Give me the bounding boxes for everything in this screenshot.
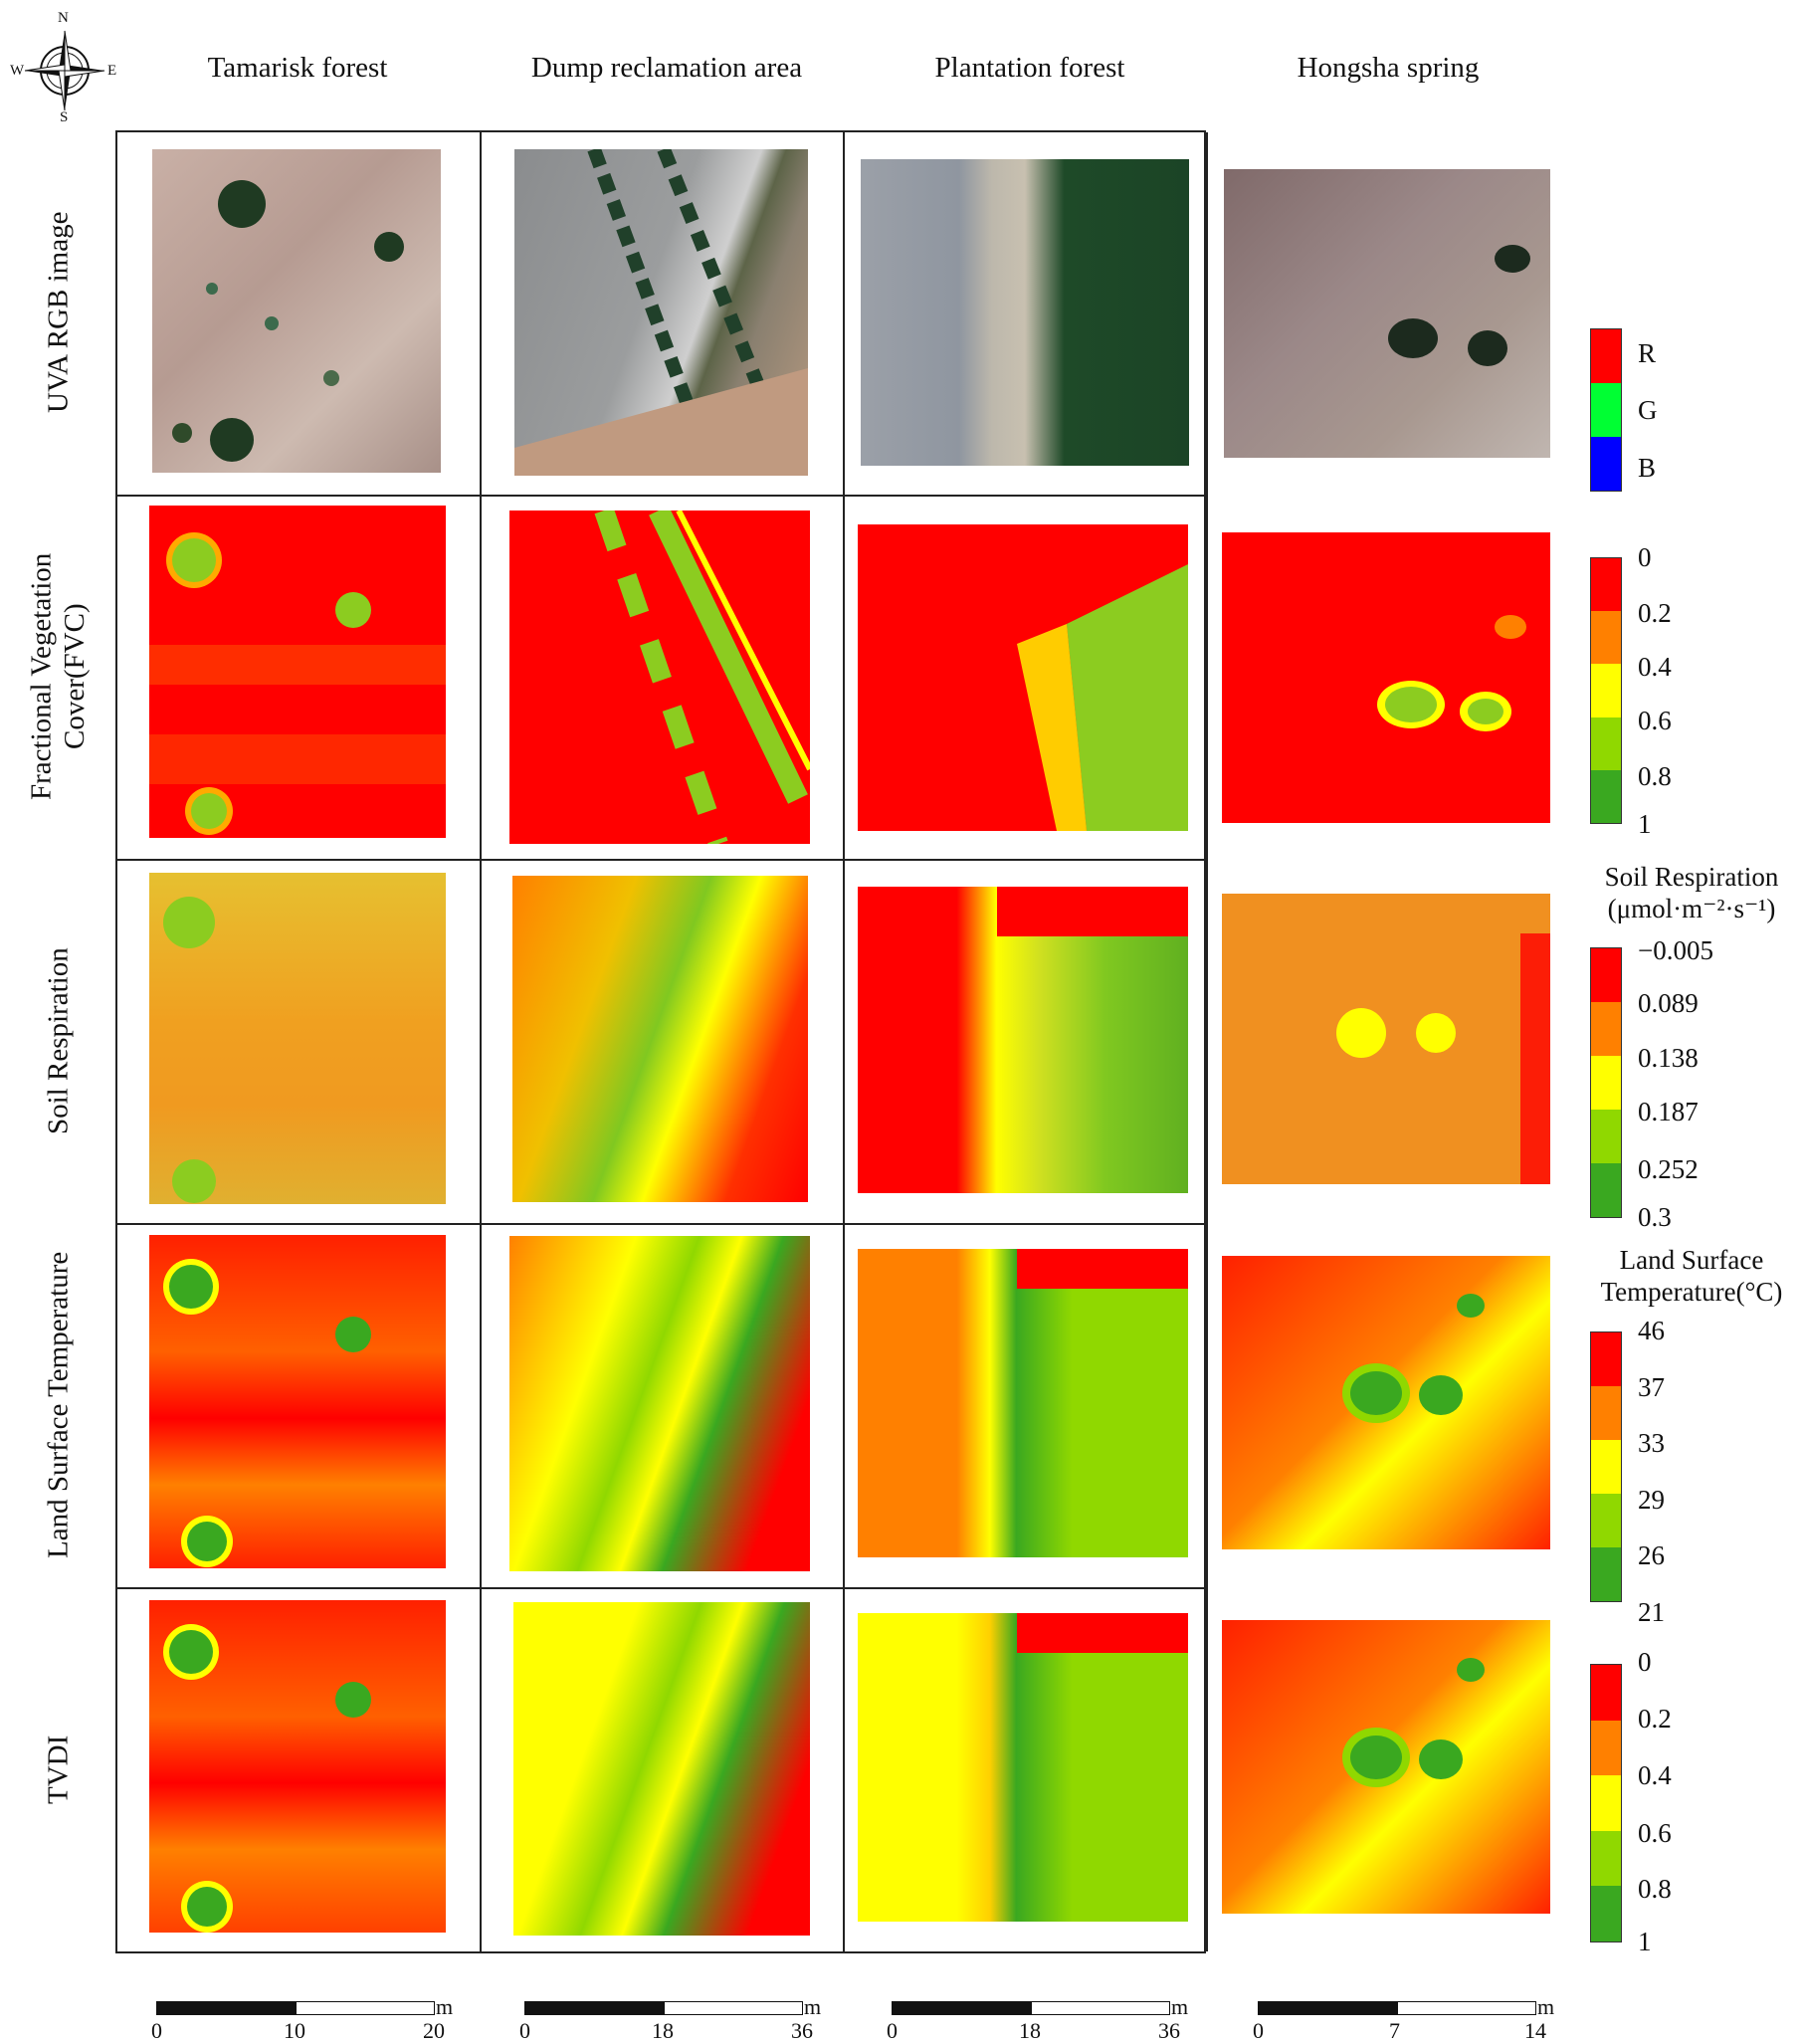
scalebar-plantation-tick-2: 36 xyxy=(1158,2018,1180,2043)
legend-lst-tick-3: 29 xyxy=(1638,1485,1665,1515)
panel-tvdi-hongsha xyxy=(1222,1620,1550,1914)
legend-sr-tick-5: 0.3 xyxy=(1638,1202,1672,1232)
panel-lst-plantation xyxy=(858,1249,1188,1557)
compass-rose: N S E W xyxy=(10,10,119,125)
scalebar-plantation-unit: m xyxy=(1171,1994,1189,2019)
panel-rgb-dump xyxy=(514,149,808,476)
legend-rgb-label-r: R xyxy=(1638,338,1657,368)
panel-sr-dump xyxy=(512,876,808,1202)
scalebar-tamarisk-tick-1: 10 xyxy=(284,2018,305,2043)
legend-tvdi-tick-1: 0.2 xyxy=(1638,1704,1672,1734)
compass-rose-icon xyxy=(24,30,105,111)
panel-fvc-dump xyxy=(509,511,810,844)
legend-sr-tick-1: 0.089 xyxy=(1638,988,1699,1018)
legend-lst-title-line1: Land Surface xyxy=(1619,1245,1764,1275)
panel-lst-tamarisk xyxy=(149,1235,446,1568)
panel-lst-dump xyxy=(509,1236,810,1571)
legend-tvdi-tick-5: 1 xyxy=(1638,1927,1652,1956)
column-title-plantation: Plantation forest xyxy=(934,52,1125,84)
legend-tvdi-tick-2: 0.4 xyxy=(1638,1760,1672,1790)
legend-fvc-tick-2: 0.4 xyxy=(1638,652,1672,682)
scalebar-hongsha-tick-2: 14 xyxy=(1524,2018,1546,2043)
legend-lst-tick-0: 46 xyxy=(1638,1316,1665,1345)
legend-tvdi-tick-0: 0 xyxy=(1638,1647,1652,1677)
legend-fvc-tick-3: 0.6 xyxy=(1638,706,1672,735)
scalebar-tamarisk-tick-0: 0 xyxy=(151,2018,162,2043)
compass-e: E xyxy=(107,63,117,79)
scalebar-dump-tick-2: 36 xyxy=(791,2018,813,2043)
legend-lst-tick-5: 21 xyxy=(1638,1597,1665,1627)
legend-sr-title: Soil Respiration (μmol·m⁻²·s⁻¹) xyxy=(1582,861,1801,925)
scalebar-hongsha-unit: m xyxy=(1537,1994,1555,2019)
scalebar-plantation-tick-1: 18 xyxy=(1019,2018,1041,2043)
legend-lst-tick-2: 33 xyxy=(1638,1428,1665,1458)
panel-rgb-hongsha xyxy=(1224,169,1550,458)
scalebar-plantation-tick-0: 0 xyxy=(887,2018,898,2043)
legend-rgb-swatch-g xyxy=(1591,383,1621,437)
legend-fvc-tick-1: 0.2 xyxy=(1638,598,1672,628)
legend-rgb-bar xyxy=(1590,328,1622,492)
column-title-dump: Dump reclamation area xyxy=(530,52,803,84)
compass-w: W xyxy=(10,63,25,79)
scalebar-dump-tick-0: 0 xyxy=(519,2018,530,2043)
scalebar-tamarisk-tick-2: 20 xyxy=(423,2018,445,2043)
legend-rgb-swatch-r xyxy=(1591,329,1621,383)
legend-tvdi-tick-3: 0.6 xyxy=(1638,1818,1672,1848)
scalebar-tamarisk-unit: m xyxy=(436,1994,454,2019)
legend-lst-bar xyxy=(1590,1331,1622,1602)
legend-rgb-swatch-b xyxy=(1591,437,1621,491)
column-title-hongsha: Hongsha spring xyxy=(1297,52,1480,84)
panel-fvc-plantation xyxy=(858,524,1188,831)
panel-fvc-hongsha xyxy=(1222,532,1550,823)
scalebar-dump-unit: m xyxy=(804,1994,822,2019)
legend-sr-tick-3: 0.187 xyxy=(1638,1097,1699,1126)
compass-s: S xyxy=(60,109,69,125)
legend-sr-tick-4: 0.252 xyxy=(1638,1154,1699,1184)
row-label-fvc: Fractional Vegetation Cover(FVC) xyxy=(25,552,91,801)
legend-rgb-label-g: G xyxy=(1638,395,1658,425)
panel-lst-hongsha xyxy=(1222,1256,1550,1549)
scalebar-dump-tick-1: 18 xyxy=(652,2018,674,2043)
panel-tvdi-tamarisk xyxy=(149,1600,446,1933)
panel-fvc-tamarisk xyxy=(149,506,446,838)
legend-sr-tick-2: 0.138 xyxy=(1638,1043,1699,1073)
legend-fvc-tick-5: 1 xyxy=(1638,809,1652,839)
scalebar-hongsha-tick-1: 7 xyxy=(1389,2018,1400,2043)
legend-tvdi-bar xyxy=(1590,1664,1622,1942)
legend-fvc-bar xyxy=(1590,557,1622,824)
legend-sr-title-line2: (μmol·m⁻²·s⁻¹) xyxy=(1607,894,1776,924)
compass-n: N xyxy=(58,10,69,26)
panel-tvdi-plantation xyxy=(858,1613,1188,1922)
legend-sr-tick-0: −0.005 xyxy=(1638,935,1713,965)
legend-lst-tick-4: 26 xyxy=(1638,1540,1665,1570)
row-label-sr: Soil Respiration xyxy=(42,947,75,1134)
panel-sr-tamarisk xyxy=(149,873,446,1204)
panel-rgb-tamarisk xyxy=(152,149,441,473)
column-title-tamarisk: Tamarisk forest xyxy=(207,52,388,84)
legend-sr-title-line1: Soil Respiration xyxy=(1604,862,1779,892)
panel-rgb-plantation xyxy=(861,159,1189,466)
panel-tvdi-dump xyxy=(513,1602,810,1936)
legend-fvc-tick-0: 0 xyxy=(1638,542,1652,572)
legend-lst-tick-1: 37 xyxy=(1638,1372,1665,1402)
legend-lst-title: Land Surface Temperature(°C) xyxy=(1582,1244,1801,1309)
legend-sr-bar xyxy=(1590,947,1622,1218)
row-label-tvdi: TVDI xyxy=(42,1735,75,1804)
legend-rgb-label-b: B xyxy=(1638,453,1657,483)
legend-fvc-tick-4: 0.8 xyxy=(1638,761,1672,791)
legend-lst-title-line2: Temperature(°C) xyxy=(1600,1277,1783,1308)
row-label-lst: Land Surface Temperature xyxy=(42,1251,75,1559)
panel-sr-hongsha xyxy=(1222,894,1550,1184)
row-label-rgb: UVA RGB image xyxy=(42,211,75,414)
scalebar-hongsha-tick-0: 0 xyxy=(1253,2018,1264,2043)
panel-sr-plantation xyxy=(858,887,1188,1193)
panel-grid xyxy=(115,130,1208,1953)
legend-tvdi-tick-4: 0.8 xyxy=(1638,1874,1672,1904)
